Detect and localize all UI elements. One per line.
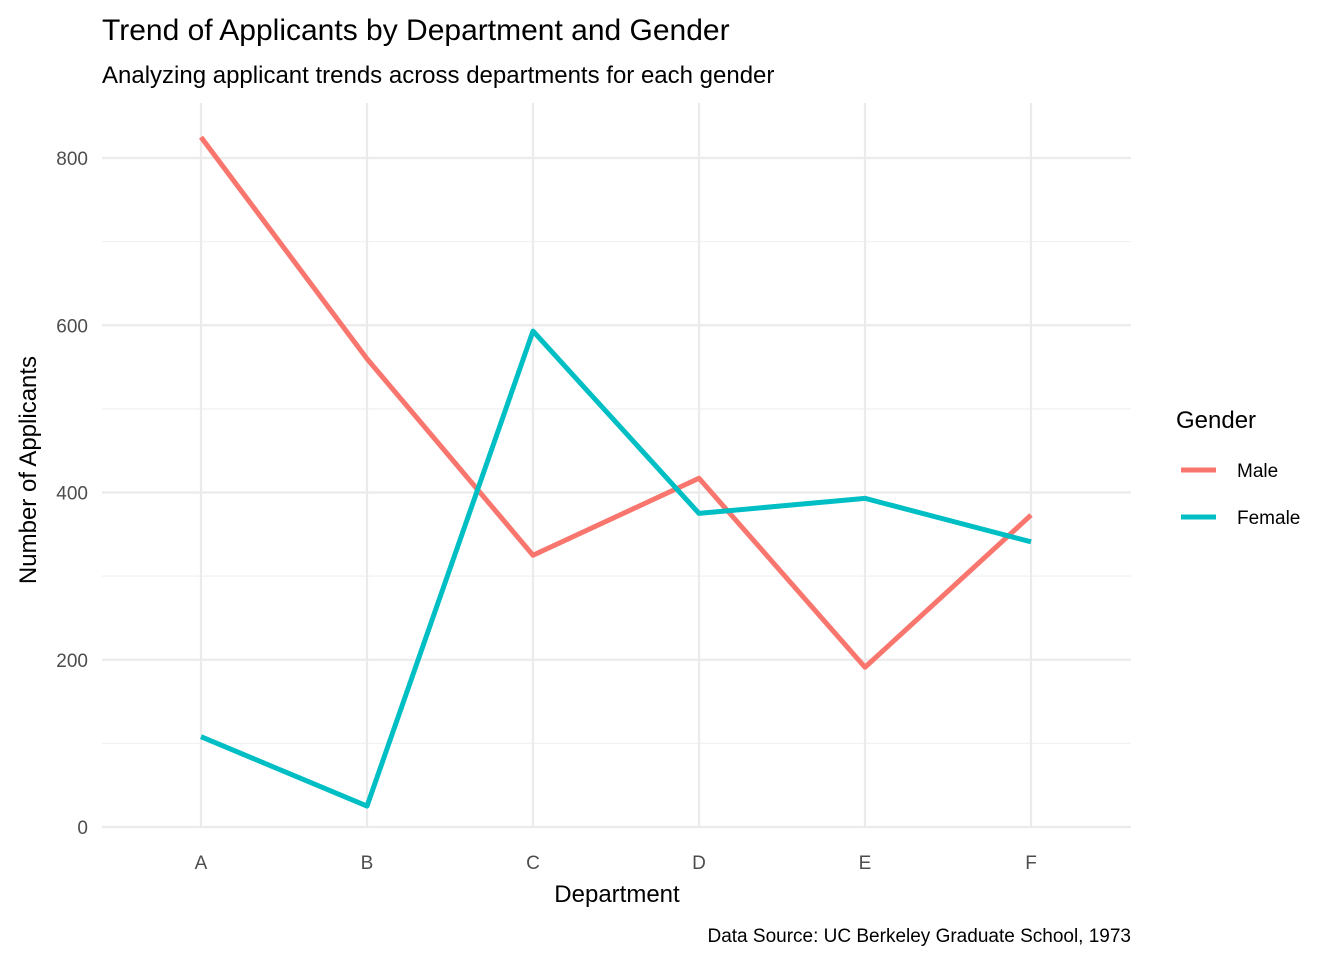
x-axis-ticks: A B C D E F	[195, 853, 1037, 874]
legend: Gender Male Female	[1176, 407, 1300, 529]
chart-caption: Data Source: UC Berkeley Graduate School…	[707, 926, 1131, 947]
series-lines	[198, 135, 1033, 809]
x-tick-label: C	[526, 853, 540, 874]
chart-title: Trend of Applicants by Department and Ge…	[102, 14, 730, 47]
legend-title: Gender	[1176, 407, 1256, 434]
x-tick-label: B	[361, 853, 374, 874]
series-line-female	[200, 328, 1032, 809]
y-axis-ticks: 0 200 400 600 800	[56, 149, 88, 839]
y-tick-label: 0	[77, 818, 88, 839]
x-axis-title: Department	[554, 881, 680, 908]
x-tick-label: A	[195, 853, 208, 874]
x-tick-label: D	[692, 853, 706, 874]
legend-label-male: Male	[1237, 461, 1278, 482]
series-line-male	[198, 135, 1033, 670]
x-tick-label: E	[859, 853, 872, 874]
y-axis-title: Number of Applicants	[15, 356, 42, 584]
chart-subtitle: Analyzing applicant trends across depart…	[102, 62, 774, 89]
y-tick-label: 400	[56, 484, 88, 505]
y-tick-label: 600	[56, 316, 88, 337]
x-tick-label: F	[1025, 853, 1037, 874]
gridlines	[102, 103, 1131, 829]
y-tick-label: 200	[56, 651, 88, 672]
legend-items: Male Female	[1181, 461, 1300, 529]
y-tick-label: 800	[56, 149, 88, 170]
legend-label-female: Female	[1237, 508, 1300, 529]
